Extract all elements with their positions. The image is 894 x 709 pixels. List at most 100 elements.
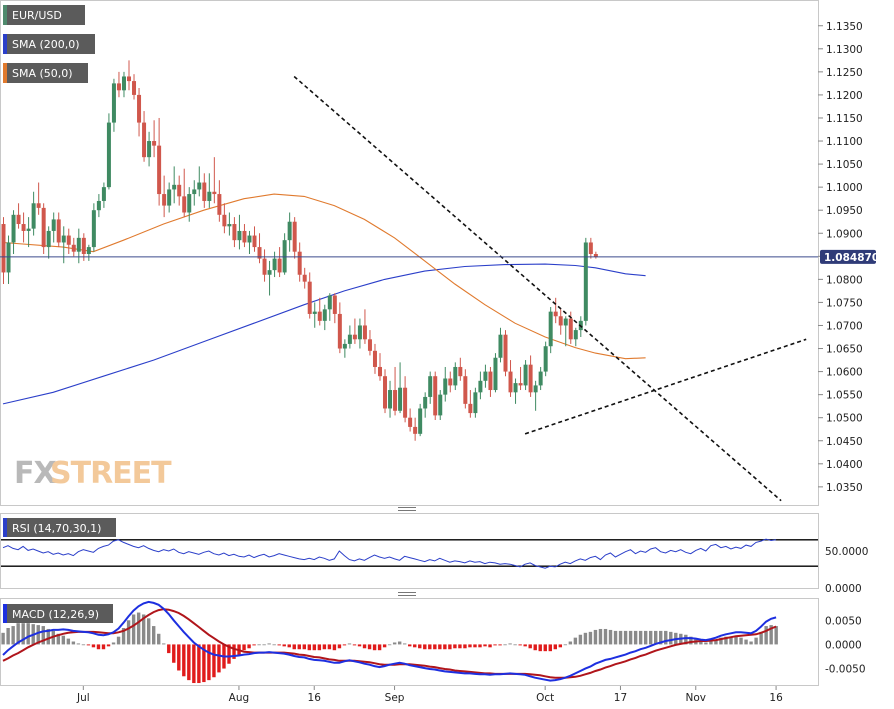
- candle: [66, 228, 71, 254]
- macd-histogram-bar: [76, 643, 81, 645]
- candle: [137, 88, 142, 137]
- candle-body: [197, 182, 202, 190]
- macd-histogram-bar: [297, 644, 301, 650]
- candle-body: [428, 376, 433, 397]
- macd-histogram-bar: [729, 636, 733, 645]
- candle: [121, 71, 126, 98]
- candle-body: [568, 318, 573, 340]
- candle: [272, 251, 277, 278]
- macd-histogram-bar: [61, 635, 66, 645]
- candle: [56, 212, 61, 248]
- candle: [433, 371, 438, 420]
- candle-body: [493, 357, 498, 391]
- candle: [247, 230, 252, 254]
- candle-body: [147, 141, 152, 158]
- candle-body: [36, 203, 41, 208]
- time-tick-label: Nov: [686, 692, 707, 704]
- time-tick-label: Sep: [385, 692, 405, 704]
- macd-histogram-bar: [382, 644, 387, 648]
- candle: [463, 369, 468, 409]
- candle: [548, 307, 553, 354]
- macd-histogram-bar: [96, 644, 101, 650]
- candle-body: [362, 325, 367, 340]
- candle: [322, 304, 327, 331]
- candle-body: [157, 145, 162, 195]
- legend-item: EUR/USD: [3, 5, 85, 25]
- macd-swatch: [3, 604, 7, 623]
- candle-body: [41, 207, 46, 248]
- rsi-swatch: [3, 518, 7, 537]
- candle: [302, 267, 307, 289]
- candle-body: [458, 366, 463, 377]
- price-tick-label: 1.0750: [826, 297, 863, 309]
- candle: [378, 353, 382, 381]
- macd-histogram-bar: [307, 644, 312, 651]
- macd-histogram-bar: [46, 628, 50, 645]
- trendlines: [293, 75, 807, 502]
- macd-histogram-bar: [21, 623, 25, 645]
- macd-histogram-bar: [764, 626, 768, 645]
- fxstreet-watermark: FX STREET: [14, 456, 173, 491]
- macd-histogram-bar: [36, 625, 40, 645]
- candle: [277, 247, 282, 278]
- candle-body: [217, 194, 222, 215]
- rsi-label: RSI (14,70,30,1): [12, 522, 101, 535]
- macd-histogram-bar: [322, 644, 327, 650]
- macd-histogram-bar: [377, 644, 382, 651]
- legend-item-bg: [3, 5, 85, 25]
- candle-body: [468, 403, 473, 414]
- macd-histogram-bar: [613, 630, 618, 645]
- price-panel: [0, 0, 819, 506]
- candle-body: [533, 385, 538, 393]
- candle: [327, 293, 332, 321]
- macd-tick-label: 0.0000: [825, 639, 862, 651]
- candle-body: [473, 392, 478, 414]
- macd-histogram-bar: [292, 644, 296, 650]
- candle: [538, 366, 543, 391]
- candle-body: [247, 235, 252, 243]
- candle: [473, 387, 478, 418]
- candle-body: [543, 346, 548, 372]
- candle-body: [242, 230, 247, 243]
- candle-body: [448, 378, 453, 386]
- candle: [142, 111, 147, 162]
- candle-body: [116, 83, 121, 91]
- candle-body: [267, 270, 272, 275]
- candle-body: [588, 242, 593, 254]
- candle-body: [66, 235, 71, 245]
- macd-histogram-bar: [428, 644, 432, 650]
- macd-histogram-bar: [337, 644, 342, 649]
- candle-body: [388, 390, 393, 409]
- candle-body: [207, 191, 212, 201]
- macd-histogram-bar: [543, 644, 547, 652]
- candle: [523, 360, 528, 391]
- price-tick-label: 1.0350: [826, 482, 863, 494]
- macd-histogram-bar: [317, 644, 322, 651]
- macd-histogram-bar: [468, 644, 472, 648]
- candle-body: [46, 230, 51, 248]
- macd-histogram-bar: [608, 629, 613, 645]
- time-tick-label: Jul: [76, 692, 90, 704]
- candle: [147, 131, 152, 167]
- resize-handle-2[interactable]: [398, 592, 416, 596]
- time-tick-label: Oct: [536, 692, 554, 704]
- candle: [1, 217, 6, 284]
- macd-histogram-bar: [11, 626, 15, 645]
- resize-handle-1[interactable]: [398, 507, 416, 511]
- macd-histogram-bar: [724, 636, 728, 645]
- price-tick-label: 1.1150: [826, 113, 863, 125]
- macd-histogram-bar: [774, 626, 778, 645]
- macd-histogram-bar: [372, 644, 377, 651]
- macd-histogram-bar: [769, 625, 773, 645]
- candle: [347, 325, 352, 349]
- candle: [242, 224, 247, 248]
- candle: [508, 360, 513, 397]
- price-tick-label: 1.0600: [826, 367, 863, 379]
- candle-body: [56, 219, 61, 243]
- candle: [337, 302, 342, 354]
- macd-histogram-bar: [141, 614, 146, 645]
- price-tick-label: 1.0500: [826, 413, 863, 425]
- macd-histogram-bar: [392, 642, 397, 645]
- candle-body: [418, 408, 423, 434]
- macd-histogram-bar: [6, 628, 10, 645]
